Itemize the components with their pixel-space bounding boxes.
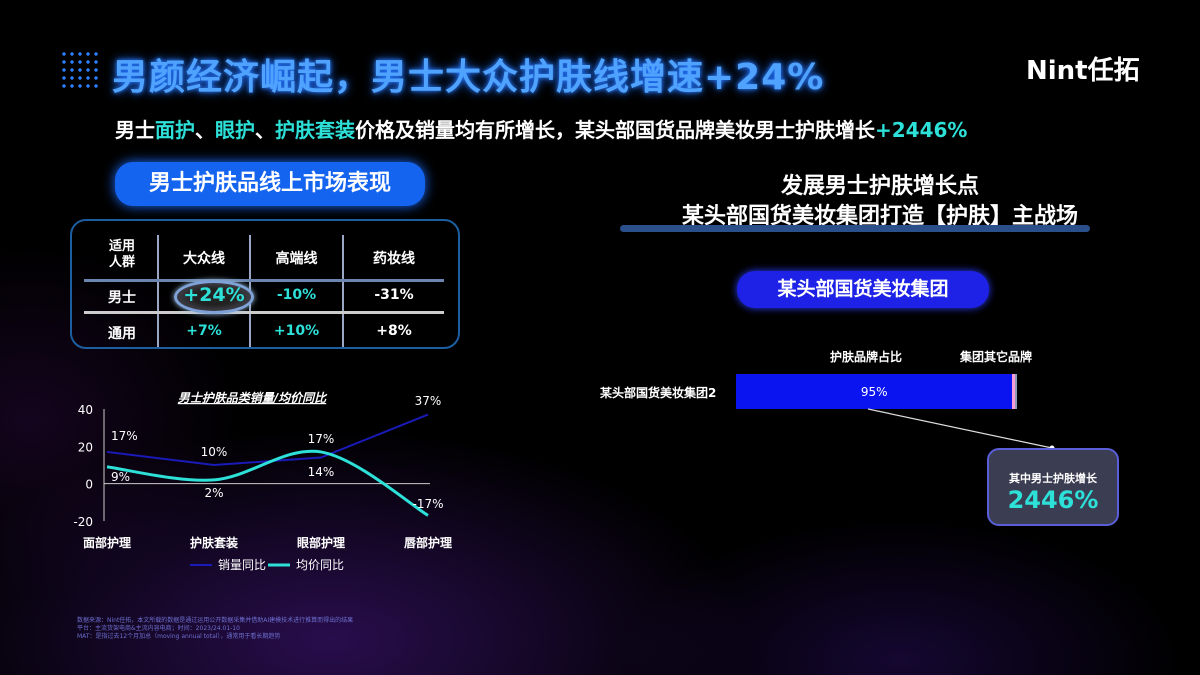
page-title: 男颜经济崛起，男士大众护肤线增速+24%	[112, 57, 825, 98]
section-pill-right: 某头部国货美妆集团	[737, 271, 989, 308]
x-tick-label: 眼部护理	[297, 535, 345, 550]
data-label: 10%	[201, 445, 228, 459]
bar-value-label: 95%	[860, 384, 888, 399]
data-label: 17%	[308, 432, 335, 446]
divider	[342, 235, 344, 347]
col-header: 大众线	[183, 251, 225, 267]
stacked-bar: 95%	[736, 374, 1017, 409]
subtitle-part: 眼护	[215, 118, 255, 142]
col-header: 药妆线	[373, 251, 415, 267]
right-title-line2: 某头部国货美妆集团打造【护肤】主战场	[681, 204, 1078, 229]
data-label: 37%	[415, 394, 442, 408]
bar-legend-skincare: 护肤品牌占比	[830, 350, 903, 364]
data-label: 14%	[308, 465, 335, 479]
callout-label: 其中男士护肤增长	[1009, 472, 1097, 485]
market-table: 适用人群 大众线 高端线 药妆线 男士 +24% -10% -31% 通用 +7…	[70, 219, 460, 349]
table-corner: 适用人群	[108, 239, 135, 270]
section-pill-left: 男士护肤品线上市场表现	[115, 162, 425, 206]
y-tick-label: 40	[78, 403, 93, 417]
title-underline	[620, 225, 1090, 232]
cell-value: +7%	[186, 323, 222, 339]
footnote-line: MAT：是指过去12个月加总（moving annual total），通常用于…	[77, 633, 281, 640]
logo: Nint任拓	[1026, 56, 1140, 86]
col-header: 高端线	[275, 251, 318, 267]
row-label: 男士	[108, 290, 136, 306]
data-label: 9%	[111, 470, 130, 484]
subtitle-part: 男士	[115, 118, 155, 142]
subtitle-part: +2446%	[875, 118, 968, 142]
callout-value: 2446%	[1007, 486, 1099, 514]
divider	[84, 311, 444, 314]
footnote-line: 数据来源：Nint任拓，本文所载的数据是通过运用公开数据采集并借助AI建模技术进…	[77, 617, 354, 624]
y-tick-label: -20	[73, 515, 93, 529]
bar-segment-other-2	[1015, 374, 1017, 409]
highlight-oval	[174, 280, 254, 314]
data-label: -17%	[412, 497, 443, 511]
subtitle-part: 、	[195, 118, 215, 142]
x-tick-label: 面部护理	[83, 535, 131, 550]
dots-decoration	[60, 50, 100, 90]
subtitle-part: 价格及销量均有所增长，某头部国货品牌美妆男士护肤增长	[355, 118, 875, 142]
data-label: 17%	[111, 429, 138, 443]
cell-value: +24%	[183, 284, 245, 306]
footnote: 数据来源：Nint任拓，本文所载的数据是通过运用公开数据采集并借助AI建模技术进…	[77, 617, 353, 641]
series-line-price	[106, 449, 429, 517]
legend-label: 均价同比	[296, 558, 344, 572]
row-label: 通用	[108, 326, 136, 342]
divider	[84, 279, 444, 282]
footnote-line: 平台：主流货架电商&主流内容电商；时间：2023/24.01-10	[77, 625, 240, 632]
cell-value: -10%	[276, 287, 317, 303]
subtitle-part: 护肤套装	[275, 118, 355, 142]
right-title-line1: 发展男士护肤增长点	[780, 174, 979, 199]
legend-label: 销量同比	[218, 558, 266, 572]
chart-title: 男士护肤品类销量/均价同比	[178, 391, 328, 405]
cell-value: -31%	[374, 287, 414, 303]
right-title: 发展男士护肤增长点某头部国货美妆集团打造【护肤】主战场	[600, 172, 1160, 232]
x-tick-label: 唇部护理	[404, 535, 452, 550]
bar-legend-other: 集团其它品牌	[960, 350, 1033, 364]
subtitle-part: 、	[255, 118, 275, 142]
y-tick-label: 20	[78, 440, 93, 454]
bar-segment-other	[1012, 374, 1016, 409]
x-tick-label: 护肤套装	[190, 535, 238, 550]
callout-box: 其中男士护肤增长 2446%	[987, 448, 1119, 526]
divider	[157, 235, 159, 347]
bar-category: 某头部国货美妆集团2	[600, 386, 717, 400]
cell-value: +10%	[273, 323, 320, 339]
data-label: 2%	[204, 486, 223, 500]
subtitle-part: 面护	[155, 118, 195, 142]
y-tick-label: 0	[85, 478, 93, 492]
bar-segment-skincare: 95%	[736, 374, 1013, 409]
subtitle: 男士面护、眼护、护肤套装价格及销量均有所增长，某头部国货品牌美妆男士护肤增长+2…	[115, 114, 967, 143]
cell-value: +8%	[376, 323, 412, 339]
